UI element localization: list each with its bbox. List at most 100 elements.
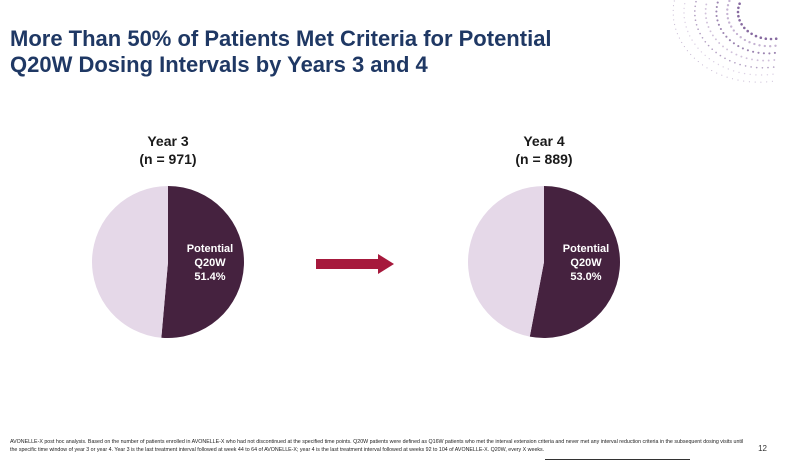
decorative-dot [754, 81, 756, 83]
pie-1-slice-0-label-line-1: Potential [563, 243, 609, 255]
chart-2-title-line-2: (n = 889) [515, 151, 573, 167]
decorative-dot [726, 48, 729, 51]
decorative-dot [684, 21, 686, 24]
decorative-dot [722, 45, 724, 48]
decorative-dot [695, 23, 698, 26]
decorative-dot [706, 21, 708, 24]
decorative-dot [697, 47, 699, 49]
title-line-2: Q20W Dosing Intervals by Years 3 and 4 [10, 52, 428, 77]
decorative-dot [737, 6, 740, 10]
decorative-dot [705, 3, 708, 6]
decorative-dot [694, 5, 697, 8]
decorative-dot [771, 80, 773, 82]
decorative-dot [673, 19, 675, 21]
decorative-dot [753, 42, 756, 46]
decorative-dot [699, 32, 701, 35]
decorative-dot [730, 25, 733, 28]
decorative-dot [760, 81, 762, 83]
decorative-dot [689, 35, 691, 37]
decorative-dot [695, 0, 697, 3]
chart-1-title-line-1: Year 3 [147, 133, 189, 149]
decorative-dot [700, 51, 703, 53]
decorative-dot [704, 54, 706, 57]
decorative-dot [690, 53, 692, 56]
decorative-dot [678, 37, 680, 39]
decorative-dot [728, 21, 731, 24]
decorative-dot [707, 26, 710, 28]
decorative-dot [716, 72, 718, 74]
decorative-dot [721, 74, 723, 76]
decorative-dot [717, 23, 720, 26]
decorative-dot [766, 74, 769, 76]
decorative-dot [685, 26, 687, 28]
chart-2-title-line-1: Year 4 [523, 133, 565, 149]
chart-1-title-line-2: (n = 971) [139, 151, 197, 167]
page-title: More Than 50% of Patients Met Criteria f… [10, 26, 650, 78]
decorative-dot [722, 66, 724, 68]
decorative-dot [746, 49, 749, 52]
decorative-dot [773, 51, 776, 54]
pie-0-slice-0 [161, 186, 244, 338]
decorative-dot [707, 44, 710, 47]
decorative-dot [772, 73, 774, 75]
decorative-dot [711, 48, 714, 51]
decorative-dot [672, 5, 675, 7]
decorative-dot [745, 57, 748, 60]
decorative-dot [687, 30, 689, 33]
decorative-dot [737, 14, 740, 18]
decorative-dot [730, 51, 733, 54]
decorative-dot [735, 53, 738, 56]
decorative-dot [725, 35, 728, 38]
decorative-dot [719, 27, 722, 31]
decorative-dot [704, 12, 707, 15]
decorative-dot-pattern [672, 0, 778, 83]
decorative-dot [732, 70, 735, 72]
decorative-dot [772, 66, 775, 68]
decorative-dot [675, 28, 677, 30]
decorative-dot [715, 51, 717, 54]
decorative-dot [693, 10, 696, 12]
decorative-dot [728, 59, 731, 62]
decorative-dot [673, 0, 675, 2]
decorative-dot [681, 41, 683, 44]
decorative-dot [731, 78, 734, 80]
decorative-dot [726, 76, 728, 78]
decorative-dot [717, 63, 720, 66]
right-arrow-icon [316, 254, 394, 274]
decorative-dot [752, 50, 755, 53]
chart-1-title: Year 3 (n = 971) [68, 132, 268, 168]
decorative-dot [691, 39, 693, 41]
decorative-dot [722, 31, 725, 35]
pie-0-slice-0-value-label: 51.4% [194, 271, 225, 283]
decorative-dot [746, 29, 749, 33]
pie-1-slice-0-label-line-2: Q20W [570, 257, 602, 269]
decorative-dot [697, 28, 699, 31]
decorative-dot [767, 59, 770, 62]
decorative-dot [676, 33, 678, 35]
decorative-dot [732, 42, 735, 45]
decorative-dot [756, 59, 759, 62]
decorative-dot [693, 57, 695, 59]
decorative-dot [754, 34, 758, 38]
footer-rule [545, 459, 690, 460]
decorative-dot [758, 44, 761, 47]
decorative-dot [672, 9, 674, 11]
decorative-dot [740, 23, 743, 26]
decorative-dot [743, 26, 746, 30]
decorative-dot [743, 72, 746, 75]
decorative-dot [739, 36, 742, 39]
decorative-dot [759, 36, 763, 39]
decorative-dot [726, 12, 729, 16]
decorative-dot [704, 40, 707, 43]
decorative-dot [683, 7, 685, 10]
decorative-dot [762, 52, 765, 55]
chart-2-title: Year 4 (n = 889) [444, 132, 644, 168]
decorative-dot [726, 17, 730, 20]
pie-1-slice-1 [468, 186, 544, 337]
decorative-dot [727, 68, 729, 70]
decorative-dot [728, 39, 731, 42]
decorative-dot [739, 63, 741, 66]
decorative-dot [750, 32, 753, 36]
decorative-dot [684, 3, 686, 5]
decorative-dot [744, 65, 747, 67]
